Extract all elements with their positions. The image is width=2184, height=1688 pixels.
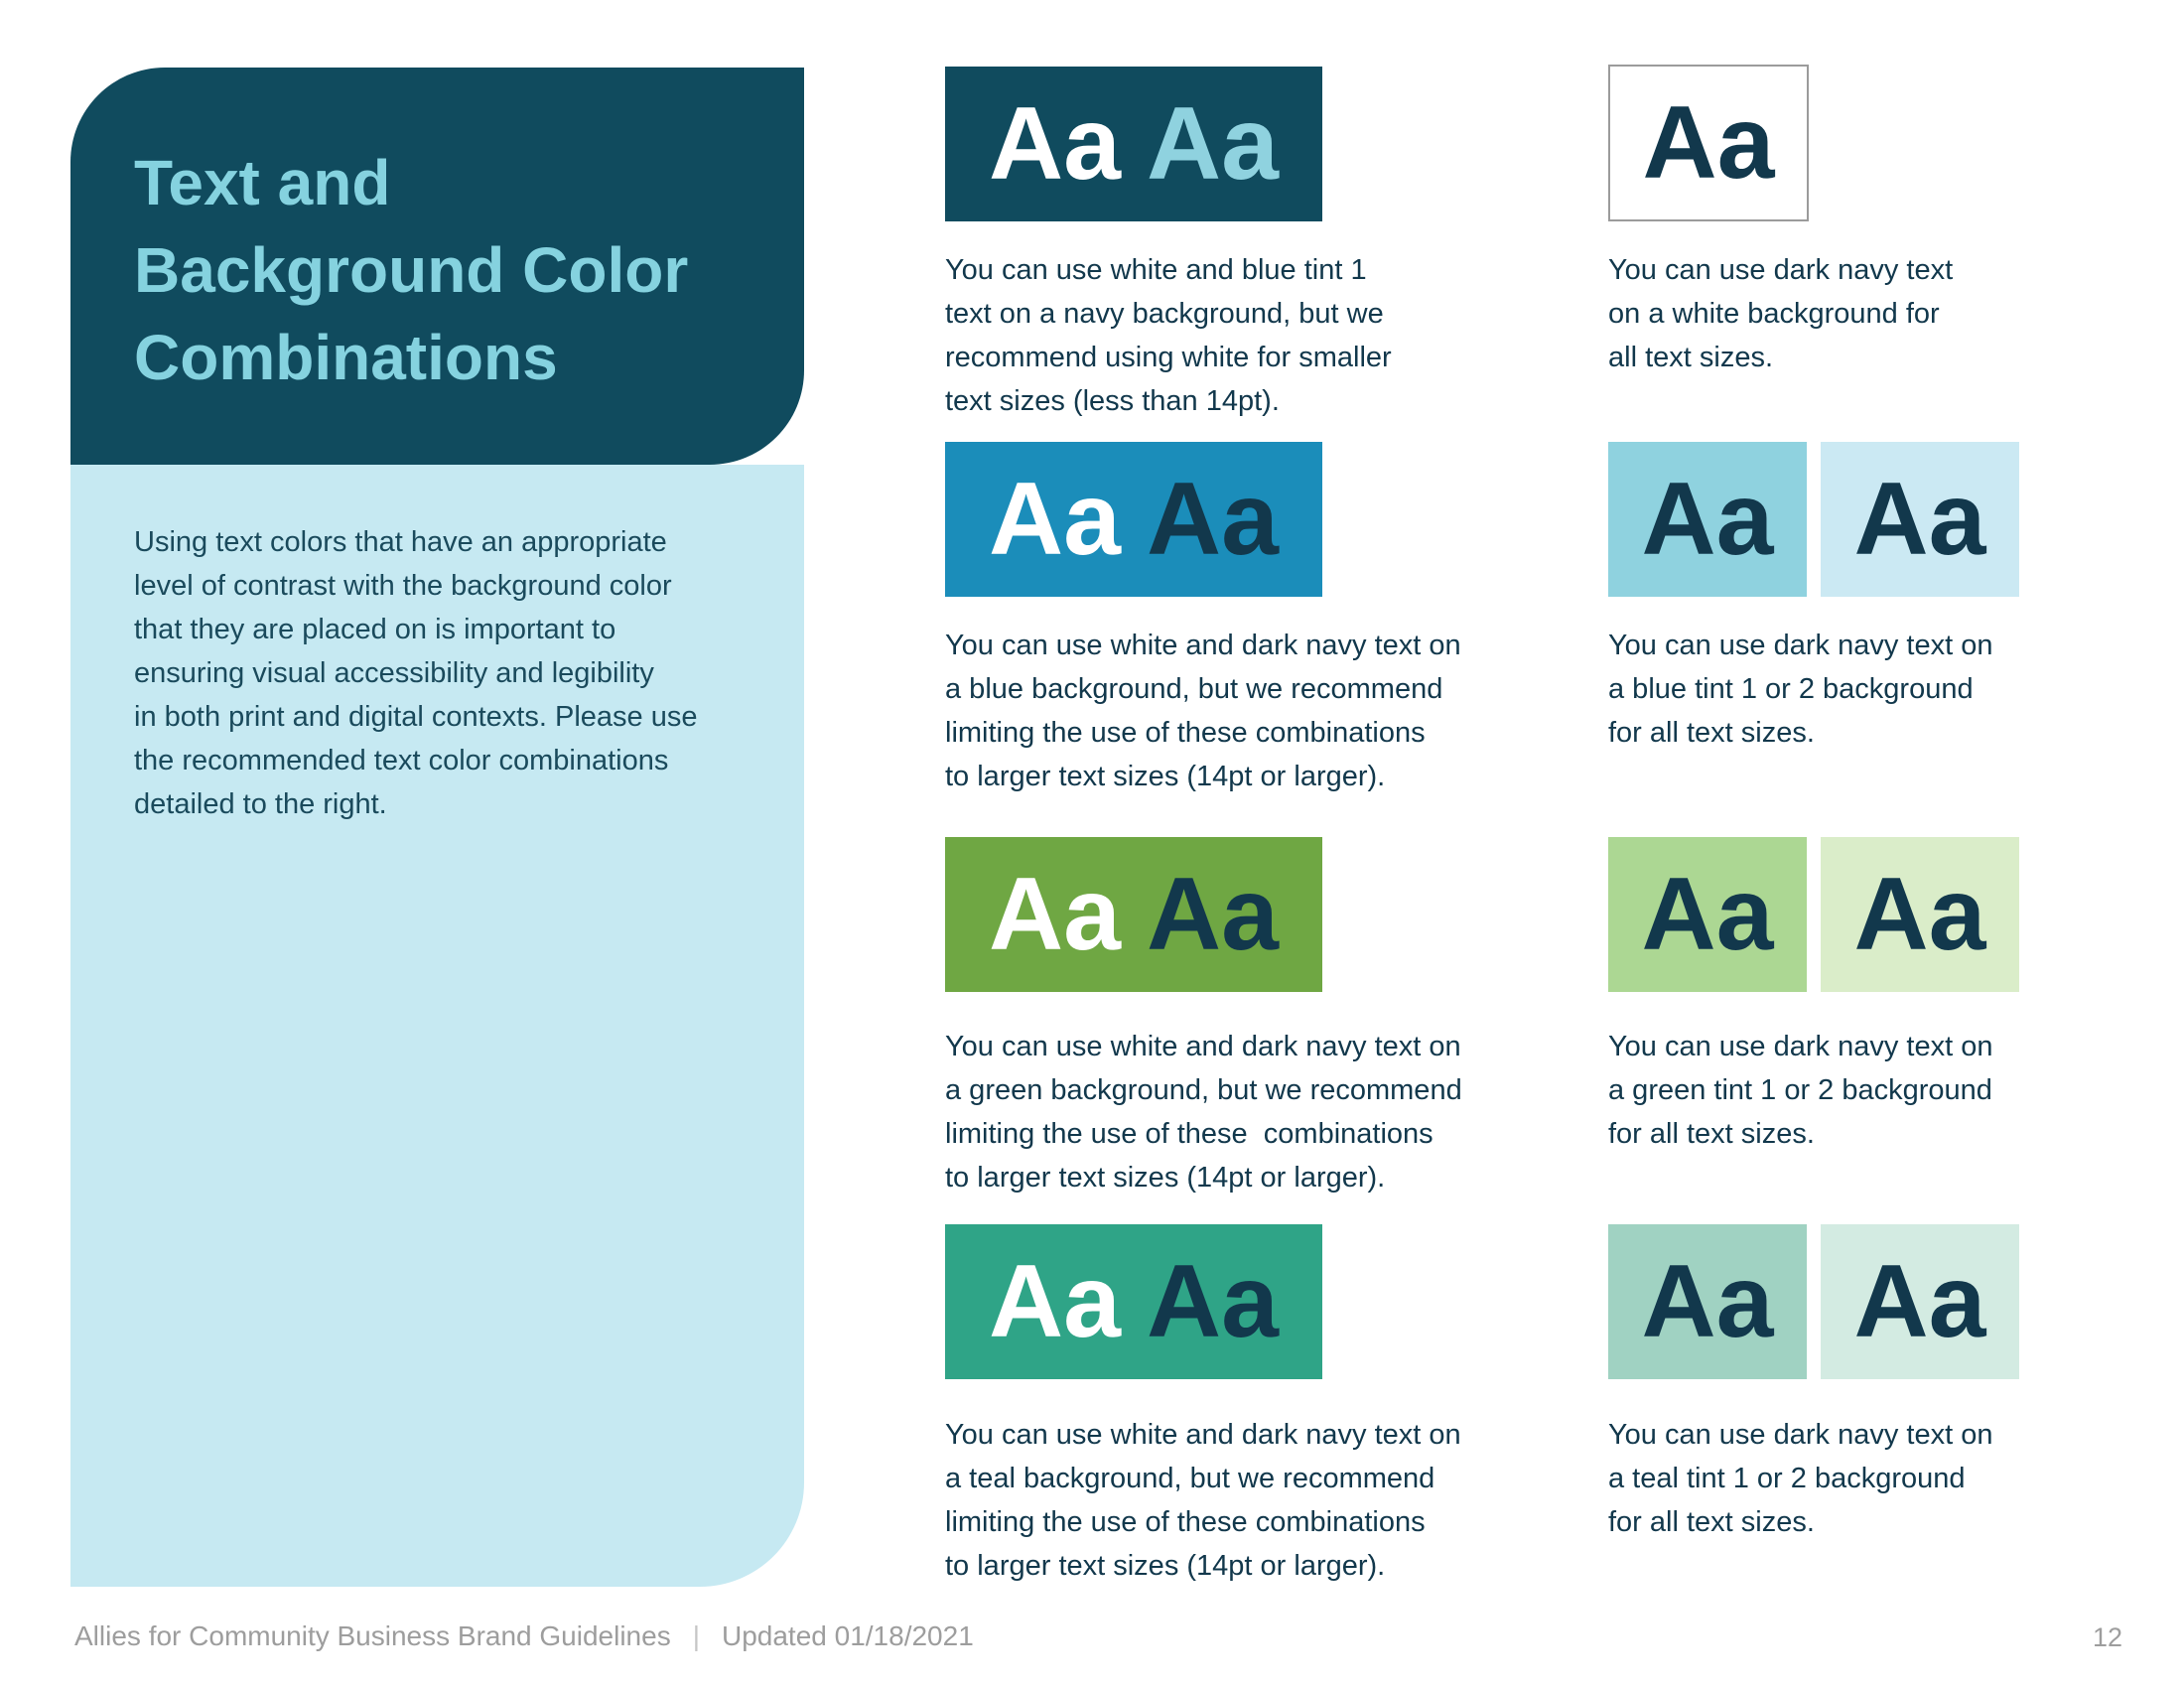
combination-description: You can use dark navy text on a teal tin… [1608, 1413, 1992, 1544]
swatch-blue: Aa Aa [945, 442, 1322, 597]
description-line: a blue tint 1 or 2 background [1608, 673, 1974, 705]
swatch-green-tint-2: Aa [1821, 837, 2019, 992]
intro-text-line: Using text colors that have an appropria… [134, 526, 667, 558]
sample-aa-blue-tint-1: Aa [1147, 86, 1279, 202]
swatch-teal-tint-1: Aa [1608, 1224, 1807, 1379]
swatch-blue-tint-1: Aa [1608, 442, 1807, 597]
swatch-teal: Aa Aa [945, 1224, 1322, 1379]
page-title-line: Combinations [134, 322, 558, 393]
page-title-line: Text and [134, 147, 391, 218]
intro-text-line: that they are placed on is important to [134, 614, 616, 645]
combination-description: You can use white and blue tint 1 text o… [945, 248, 1392, 423]
intro-text-line: ensuring visual accessibility and legibi… [134, 657, 654, 689]
sample-aa-dark-navy: Aa [1641, 857, 1774, 972]
intro-text-line: the recommended text color combinations [134, 745, 669, 776]
description-line: You can use white and blue tint 1 [945, 254, 1367, 286]
description-line: to larger text sizes (14pt or larger). [945, 761, 1386, 792]
description-line: You can use white and dark navy text on [945, 1031, 1461, 1062]
description-line: You can use white and dark navy text on [945, 630, 1461, 661]
description-line: You can use dark navy text on [1608, 630, 1993, 661]
description-line: for all text sizes. [1608, 1506, 1815, 1538]
swatch-teal-tint-2: Aa [1821, 1224, 2019, 1379]
sample-aa-dark-navy: Aa [1642, 85, 1775, 201]
swatch-white: Aa [1608, 65, 1809, 221]
swatch-navy: Aa Aa [945, 67, 1322, 221]
description-line: limiting the use of these combinations [945, 1506, 1426, 1538]
description-line: to larger text sizes (14pt or larger). [945, 1550, 1386, 1582]
sample-aa-dark-navy: Aa [1641, 462, 1774, 577]
sample-aa-dark-navy: Aa [1853, 857, 1986, 972]
intro-text-line: detailed to the right. [134, 788, 387, 820]
description-line: limiting the use of these combinations [945, 1118, 1433, 1150]
description-line: You can use dark navy text on [1608, 1419, 1993, 1451]
swatch-blue-tint-2: Aa [1821, 442, 2019, 597]
combination-description: You can use dark navy text on a white ba… [1608, 248, 1953, 379]
description-line: a blue background, but we recommend [945, 673, 1443, 705]
description-line: You can use dark navy text on [1608, 1031, 1993, 1062]
description-line: You can use white and dark navy text on [945, 1419, 1461, 1451]
sidebar-title-box: Text and Background Color Combinations [70, 68, 804, 465]
sample-aa-dark-navy: Aa [1853, 1244, 1986, 1359]
description-line: text sizes (less than 14pt). [945, 385, 1280, 417]
sample-aa-dark-navy: Aa [1147, 1244, 1279, 1359]
combination-description: You can use dark navy text on a blue tin… [1608, 624, 1992, 755]
sample-aa-white: Aa [989, 1244, 1121, 1359]
page-number: 12 [2092, 1622, 2122, 1652]
intro-text-line: in both print and digital contexts. Plea… [134, 701, 698, 733]
combination-description: You can use dark navy text on a green ti… [1608, 1025, 1992, 1156]
description-line: all text sizes. [1608, 342, 1773, 373]
sample-aa-dark-navy: Aa [1641, 1244, 1774, 1359]
footer-separator: | [692, 1620, 700, 1651]
sample-aa-dark-navy: Aa [1147, 857, 1279, 972]
footer-updated-date: Updated 01/18/2021 [721, 1620, 974, 1651]
swatch-green: Aa Aa [945, 837, 1322, 992]
sidebar-intro-panel: Using text colors that have an appropria… [70, 465, 804, 1587]
description-line: to larger text sizes (14pt or larger). [945, 1162, 1386, 1194]
description-line: limiting the use of these combinations [945, 717, 1426, 749]
sample-aa-white: Aa [989, 462, 1121, 577]
description-line: for all text sizes. [1608, 717, 1815, 749]
description-line: for all text sizes. [1608, 1118, 1815, 1150]
sample-aa-white: Aa [989, 857, 1121, 972]
description-line: a teal tint 1 or 2 background [1608, 1463, 1966, 1494]
description-line: on a white background for [1608, 298, 1940, 330]
description-line: You can use dark navy text [1608, 254, 1954, 286]
description-line: text on a navy background, but we [945, 298, 1384, 330]
description-line: a green background, but we recommend [945, 1074, 1462, 1106]
description-line: recommend using white for smaller [945, 342, 1392, 373]
combination-description: You can use white and dark navy text on … [945, 1025, 1462, 1199]
description-line: a teal background, but we recommend [945, 1463, 1435, 1494]
combination-description: You can use white and dark navy text on … [945, 1413, 1461, 1588]
page-title-line: Background Color [134, 234, 689, 306]
sample-aa-dark-navy: Aa [1147, 462, 1279, 577]
sample-aa-white: Aa [989, 86, 1121, 202]
swatch-green-tint-1: Aa [1608, 837, 1807, 992]
sample-aa-dark-navy: Aa [1853, 462, 1986, 577]
footer-document-title: Allies for Community Business Brand Guid… [74, 1620, 671, 1651]
combination-description: You can use white and dark navy text on … [945, 624, 1461, 798]
intro-text-line: level of contrast with the background co… [134, 570, 672, 602]
footer: Allies for Community Business Brand Guid… [74, 1620, 974, 1652]
description-line: a green tint 1 or 2 background [1608, 1074, 1992, 1106]
